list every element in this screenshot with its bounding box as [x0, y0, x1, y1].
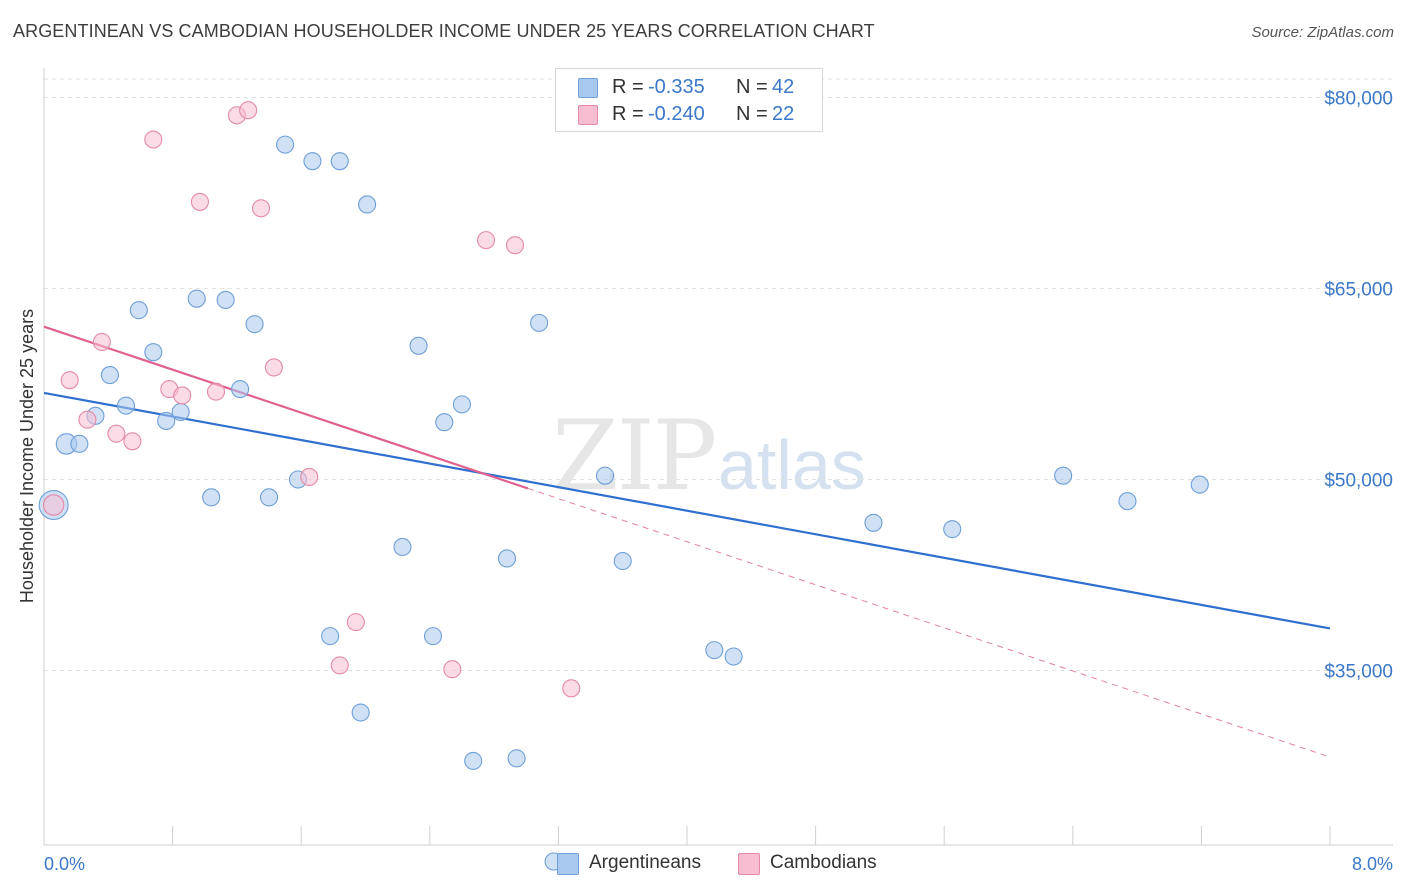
y-tick-label: $35,000 — [1324, 662, 1393, 683]
point-argentineans — [393, 537, 412, 557]
r-label: R = — [612, 76, 644, 98]
point-cambodians — [505, 236, 525, 255]
argentineans-legend-label: Argentineans — [589, 852, 701, 873]
point-argentineans — [330, 152, 349, 171]
point-argentineans — [129, 301, 148, 320]
point-argentineans — [613, 551, 632, 571]
cambodians-legend-label: Cambodians — [770, 852, 877, 873]
point-argentineans — [1190, 475, 1209, 494]
r-value: -0.240 — [648, 103, 705, 125]
point-argentineans — [1118, 492, 1137, 511]
point-argentineans — [70, 434, 89, 453]
point-argentineans — [943, 520, 962, 539]
chart-title: ARGENTINEAN VS CAMBODIAN HOUSEHOLDER INC… — [13, 21, 875, 41]
point-cambodians — [477, 231, 496, 250]
source-label: Source: ZipAtlas.com — [1251, 24, 1394, 41]
point-cambodians — [300, 467, 319, 487]
y-tick-label: $80,000 — [1324, 89, 1393, 110]
argentineans-legend-swatch — [557, 853, 579, 875]
trend-lines — [43, 325, 1331, 758]
y-tick-label: $65,000 — [1324, 280, 1393, 301]
point-cambodians — [92, 332, 111, 352]
point-cambodians — [443, 660, 462, 679]
point-argentineans — [864, 513, 883, 532]
point-argentineans — [187, 289, 206, 308]
axes — [43, 68, 1393, 846]
point-cambodians — [562, 679, 581, 698]
cambodians-swatch — [578, 105, 598, 125]
x-tick-label: 8.0% — [1352, 854, 1393, 874]
point-cambodians — [42, 494, 65, 516]
point-argentineans — [202, 488, 221, 507]
point-cambodians — [251, 199, 271, 218]
point-argentineans — [276, 135, 295, 154]
point-cambodians — [239, 101, 258, 120]
point-argentineans — [409, 336, 428, 355]
point-argentineans — [464, 751, 483, 770]
point-argentineans — [1054, 466, 1073, 485]
grid-lines — [44, 78, 1393, 671]
point-argentineans — [321, 627, 340, 646]
correlation-legend: R = -0.335 N = 42 R = -0.240 N = 22 — [555, 68, 823, 132]
point-argentineans — [530, 313, 549, 332]
point-cambodians — [264, 358, 283, 377]
point-argentineans — [144, 343, 163, 362]
point-argentineans — [245, 315, 264, 334]
point-cambodians — [190, 192, 209, 211]
trend-line-argentineans — [43, 391, 1331, 630]
point-cambodians — [60, 371, 79, 390]
point-argentineans — [216, 290, 235, 310]
point-argentineans — [724, 647, 743, 666]
point-argentineans — [171, 402, 190, 422]
point-cambodians — [144, 130, 163, 149]
n-label: N = — [736, 76, 768, 98]
point-argentineans — [423, 627, 443, 646]
trend-extension-cambodians — [527, 487, 1331, 758]
point-argentineans — [351, 703, 370, 722]
point-cambodians — [107, 424, 126, 443]
n-value: 42 — [772, 76, 795, 98]
r-value: -0.335 — [648, 76, 705, 98]
point-argentineans — [303, 152, 322, 171]
point-cambodians — [78, 410, 97, 429]
point-argentineans — [259, 488, 279, 507]
point-argentineans — [231, 380, 250, 399]
point-cambodians — [330, 656, 349, 675]
watermark-zip: ZIP — [552, 400, 717, 512]
point-argentineans — [595, 466, 615, 485]
trend-line-cambodians — [43, 325, 529, 490]
y-tick-label: $50,000 — [1324, 471, 1393, 492]
n-value: 22 — [772, 103, 795, 125]
cambodians-legend-swatch — [738, 853, 760, 875]
axis-labels: $35,000 $50,000 $65,000 $80,000 0.0% 8.0% Hous… — [17, 89, 1393, 875]
r-label: R = — [612, 103, 644, 125]
y-axis-label: Householder Income Under 25 years — [17, 309, 37, 603]
point-cambodians — [206, 382, 226, 401]
point-argentineans — [100, 366, 119, 385]
point-argentineans — [497, 549, 517, 568]
watermark-atlas: atlas — [718, 426, 866, 504]
n-label: N = — [736, 103, 768, 125]
data-points — [38, 101, 1209, 871]
point-argentineans — [507, 749, 526, 768]
point-cambodians — [123, 432, 142, 451]
x-tick-label: 0.0% — [44, 854, 85, 874]
point-argentineans — [358, 195, 377, 214]
point-argentineans — [705, 641, 724, 660]
point-cambodians — [346, 613, 365, 632]
argentineans-swatch — [578, 78, 598, 98]
point-argentineans — [116, 396, 136, 415]
point-argentineans — [435, 413, 454, 432]
point-argentineans — [452, 395, 472, 414]
point-cambodians — [173, 386, 192, 405]
point-argentineans — [157, 411, 176, 430]
